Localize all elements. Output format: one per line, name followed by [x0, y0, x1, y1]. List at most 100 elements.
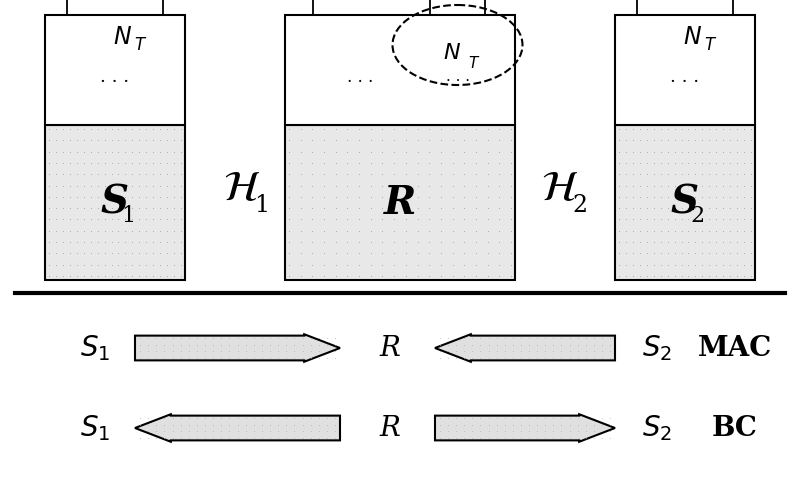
Point	[730, 261, 743, 268]
Point	[105, 227, 118, 235]
Point	[376, 250, 389, 257]
Point	[353, 216, 366, 223]
Point	[376, 238, 389, 246]
Point	[703, 204, 716, 212]
Point	[522, 414, 535, 421]
Point	[255, 428, 268, 435]
Point	[376, 227, 389, 235]
Point	[505, 193, 518, 201]
Point	[703, 125, 716, 133]
Point	[112, 159, 125, 167]
Point	[505, 250, 518, 257]
Point	[647, 250, 660, 257]
Point	[78, 204, 90, 212]
Point	[57, 216, 70, 223]
Point	[388, 272, 401, 280]
Point	[442, 341, 454, 348]
Point	[675, 261, 688, 268]
Point	[182, 414, 195, 421]
Point	[696, 182, 709, 190]
Point	[376, 261, 389, 268]
Point	[399, 182, 412, 190]
Point	[482, 272, 494, 280]
Point	[490, 334, 503, 341]
Point	[647, 170, 660, 178]
Point	[239, 414, 252, 421]
Point	[613, 250, 626, 257]
Point	[264, 414, 277, 421]
Point	[450, 414, 462, 421]
Point	[689, 136, 702, 144]
Point	[126, 136, 138, 144]
Point	[442, 434, 454, 442]
Point	[434, 420, 446, 428]
Point	[745, 204, 758, 212]
Point	[730, 204, 743, 212]
Point	[296, 334, 309, 341]
Point	[239, 434, 252, 442]
Point	[91, 216, 104, 223]
Point	[514, 348, 527, 355]
Point	[168, 216, 181, 223]
Point	[654, 227, 667, 235]
Point	[288, 341, 301, 348]
Point	[119, 125, 132, 133]
Point	[304, 341, 317, 348]
Point	[505, 148, 518, 156]
Point	[168, 136, 181, 144]
Point	[133, 125, 146, 133]
Point	[466, 420, 478, 428]
Point	[654, 136, 667, 144]
Point	[282, 204, 295, 212]
Point	[142, 428, 154, 435]
Polygon shape	[435, 414, 615, 442]
Point	[119, 216, 132, 223]
Point	[738, 136, 750, 144]
Point	[640, 216, 653, 223]
Point	[255, 420, 268, 428]
Point	[105, 182, 118, 190]
Point	[126, 159, 138, 167]
Point	[498, 420, 511, 428]
Point	[84, 159, 97, 167]
Point	[626, 193, 639, 201]
Point	[231, 428, 244, 435]
Point	[133, 261, 146, 268]
Point	[341, 148, 354, 156]
Point	[738, 216, 750, 223]
Point	[442, 414, 454, 421]
Point	[388, 182, 401, 190]
Point	[505, 204, 518, 212]
Point	[306, 148, 318, 156]
Point	[364, 193, 377, 201]
Point	[57, 238, 70, 246]
Point	[626, 182, 639, 190]
Point	[682, 148, 695, 156]
Point	[206, 348, 219, 355]
Point	[654, 250, 667, 257]
Point	[490, 348, 503, 355]
Point	[330, 136, 342, 144]
Point	[482, 238, 494, 246]
Point	[119, 170, 132, 178]
Point	[654, 204, 667, 212]
Point	[255, 414, 268, 421]
Point	[647, 136, 660, 144]
Point	[493, 125, 506, 133]
Point	[150, 348, 162, 355]
Point	[133, 193, 146, 201]
Point	[280, 341, 293, 348]
Point	[174, 193, 187, 201]
Point	[450, 434, 462, 442]
Point	[647, 227, 660, 235]
Point	[411, 227, 424, 235]
Point	[703, 272, 716, 280]
Point	[166, 348, 179, 355]
Point	[231, 334, 244, 341]
Text: S: S	[671, 183, 699, 221]
Point	[294, 182, 307, 190]
Point	[50, 261, 62, 268]
Point	[296, 420, 309, 428]
Point	[689, 148, 702, 156]
Point	[321, 420, 334, 428]
